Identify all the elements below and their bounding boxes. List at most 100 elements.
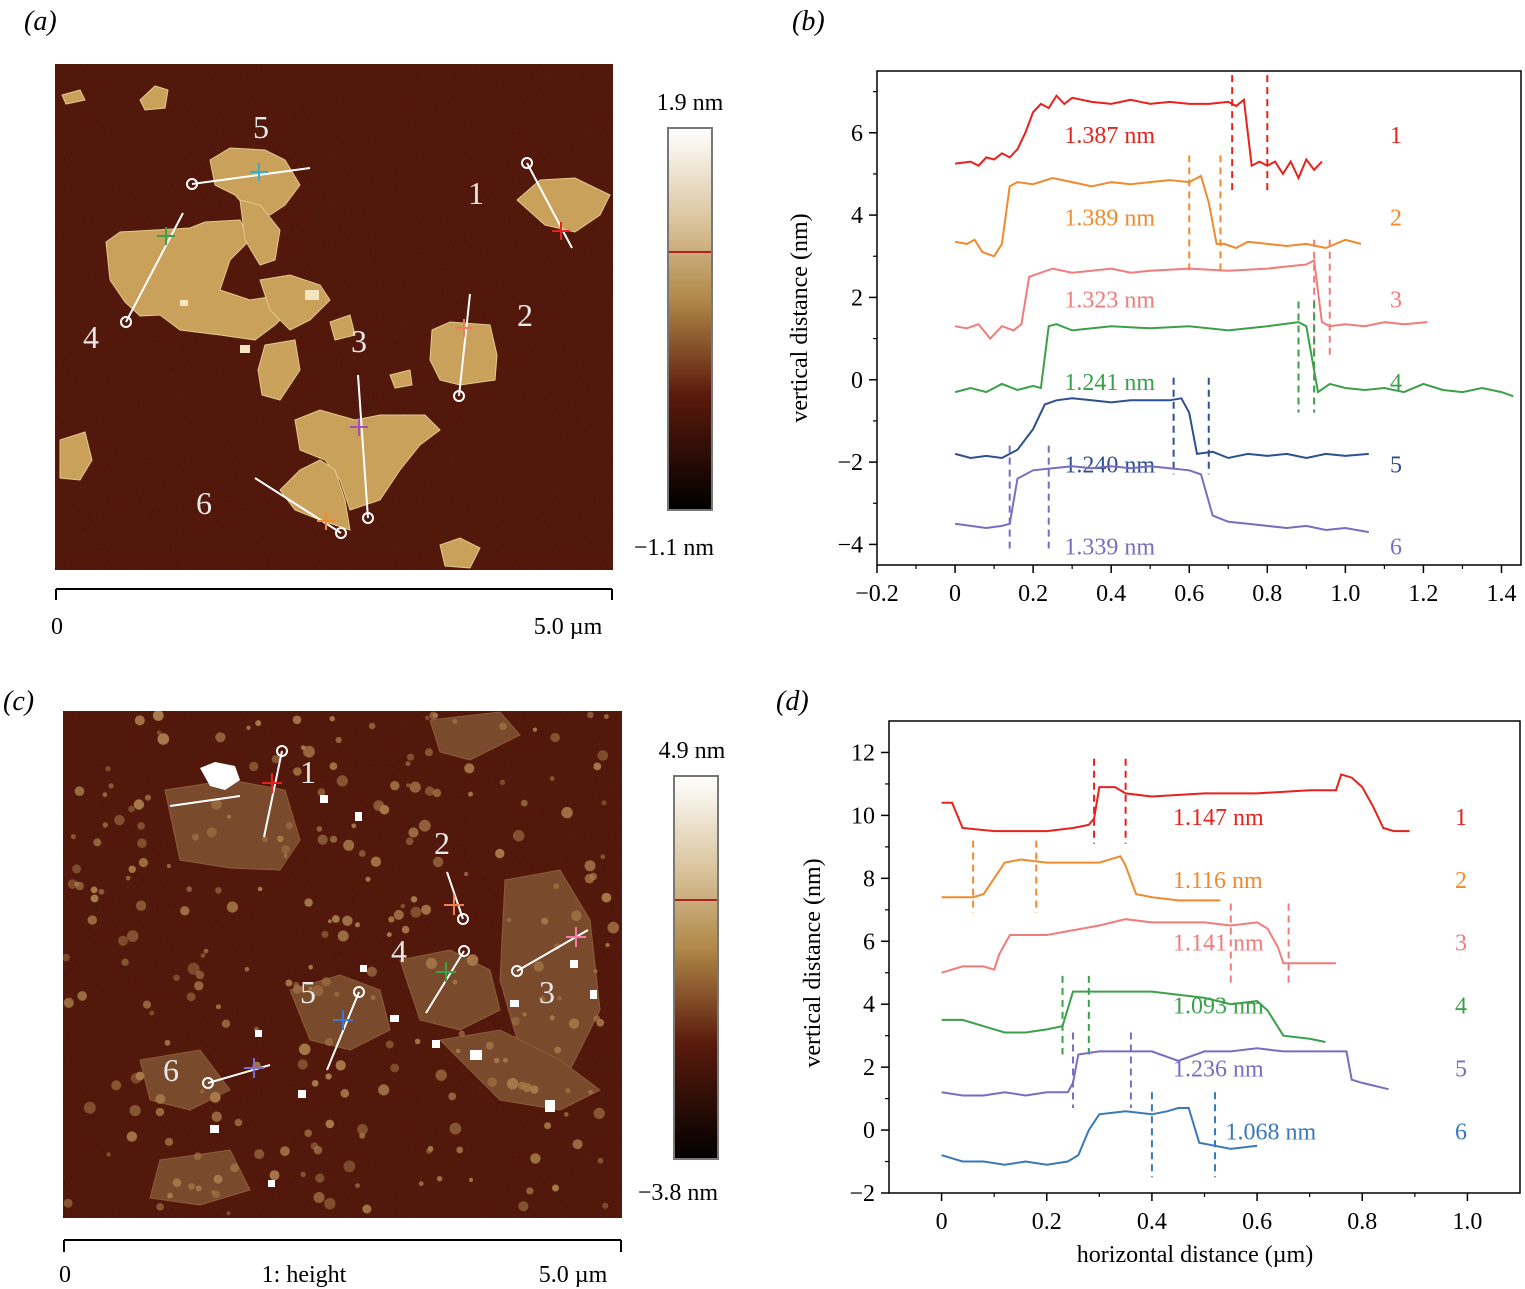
chart-b-series-name-6: 6: [1390, 535, 1402, 561]
scalebar-c-end: 5.0 µm: [539, 1262, 608, 1288]
chart-d-xtick-label: 1.0: [1452, 1209, 1482, 1235]
afm-image-a: 1 2 3 4 5 6: [55, 64, 613, 570]
chart-b-ticks: −0.2 0 0.2 0.4 0.6 0.8 1.0 1.2 1.4 −4 −2 0 2 4 6: [837, 90, 1516, 607]
scalebar-a-end: 5.0 µm: [534, 614, 603, 640]
chart-d-series-name-6: 6: [1455, 1120, 1467, 1146]
chart-b-xtick-label: 0: [949, 581, 961, 607]
chart-d-height-label-6: 1.068 nm: [1226, 1120, 1317, 1146]
chart-d-series-line-4: [941, 990, 1326, 1043]
chart-b-series-line-1: [954, 94, 1323, 181]
image-label-c-2: 2: [434, 825, 450, 861]
chart-b-xtick-label: 1.0: [1330, 581, 1360, 607]
colorbar-c-min: −3.8 nm: [638, 1180, 719, 1206]
chart-d-height-label-3: 1.141 nm: [1173, 931, 1264, 957]
afm-image-c: 1 2 3 4 5 6: [63, 711, 622, 1218]
chart-d-series-name-4: 4: [1455, 994, 1467, 1020]
scalebar-c-mid: 1: height: [262, 1262, 347, 1288]
image-label-a-2: 2: [517, 297, 533, 333]
chart-b-series-line-5: [954, 397, 1369, 460]
panel-label-a: (a): [24, 6, 57, 37]
chart-d-xtick-label: 0: [936, 1209, 948, 1235]
panel-c: (c): [3, 686, 726, 1288]
chart-d-ytick-label: 6: [863, 929, 875, 955]
chart-b-series-line-4: [954, 321, 1514, 398]
panel-b: (b) −0.2 0 0.2 0.4 0.6 0.8 1.0 1.2 1.4 −4 −2 0 2 4 6 1…: [787, 6, 1522, 607]
chart-b-series-line-3: [954, 258, 1428, 341]
colorbar-a-min: −1.1 nm: [634, 535, 715, 561]
chart-d-xtick-label: 0.4: [1137, 1209, 1167, 1235]
chart-b: −0.2 0 0.2 0.4 0.6 0.8 1.0 1.2 1.4 −4 −2 0 2 4 6 1.387…: [787, 70, 1522, 607]
chart-b-height-label-1: 1.387 nm: [1064, 123, 1155, 149]
chart-b-height-label-4: 1.241 nm: [1064, 370, 1155, 396]
colorbar-c-max: 4.9 nm: [659, 738, 726, 764]
image-label-a-3: 3: [351, 323, 367, 359]
chart-b-frame: [876, 70, 1522, 566]
chart-b-xtick-label: 0.6: [1174, 581, 1204, 607]
chart-d-series-line-2: [941, 855, 1221, 902]
image-label-a-4: 4: [83, 319, 99, 355]
chart-b-series-line-6: [954, 465, 1369, 534]
chart-d-height-label-2: 1.116 nm: [1173, 868, 1263, 894]
chart-d-ytick-label: 10: [851, 803, 875, 829]
chart-d-ytick-label: 2: [863, 1055, 875, 1081]
chart-d-series-name-5: 5: [1455, 1057, 1467, 1083]
chart-d-ytick-label: 8: [863, 866, 875, 892]
chart-d-series-line-1: [941, 773, 1410, 833]
chart-d-ytick-label: 4: [863, 992, 875, 1018]
chart-b-ytick-label: −2: [837, 450, 863, 476]
chart-d-series-line-6: [941, 1107, 1258, 1166]
panel-label-d: (d): [776, 686, 809, 717]
chart-b-series-name-5: 5: [1390, 452, 1402, 478]
panel-a: (a): [24, 6, 724, 640]
chart-d-series-name-1: 1: [1455, 805, 1467, 831]
chart-d-ytick-label: 0: [863, 1118, 875, 1144]
colorbar-c: 4.9 nm −3.8 nm: [638, 738, 726, 1206]
chart-d-ylabel: vertical distance (nm): [800, 858, 826, 1067]
chart-b-height-label-3: 1.323 nm: [1064, 288, 1155, 314]
chart-b-ytick-label: 4: [851, 203, 863, 229]
chart-b-ytick-label: 2: [851, 285, 863, 311]
chart-b-series-name-3: 3: [1390, 288, 1402, 314]
colorbar-a: 1.9 nm −1.1 nm: [634, 90, 724, 561]
colorbar-a-max: 1.9 nm: [657, 90, 724, 116]
image-label-c-3: 3: [539, 974, 555, 1010]
scalebar-a-start: 0: [51, 614, 63, 640]
image-label-c-1: 1: [300, 754, 316, 790]
chart-b-series-line-2: [954, 174, 1362, 258]
chart-d-xtick-label: 0.8: [1347, 1209, 1377, 1235]
chart-b-series-name-2: 2: [1390, 205, 1402, 231]
chart-b-series-name-4: 4: [1390, 370, 1402, 396]
image-label-a-1: 1: [468, 175, 484, 211]
chart-d-ytick-label: 12: [851, 740, 875, 766]
chart-d-ytick-label: −2: [849, 1181, 875, 1207]
scalebar-a: 0 5.0 µm: [51, 588, 613, 640]
chart-d-series-line-5: [941, 1047, 1389, 1097]
chart-d-height-label-1: 1.147 nm: [1173, 805, 1264, 831]
chart-b-height-label-6: 1.339 nm: [1064, 535, 1155, 561]
image-label-c-6: 6: [163, 1052, 179, 1088]
image-label-a-5: 5: [253, 109, 269, 145]
chart-b-ylabel: vertical distance (nm): [787, 213, 813, 422]
image-label-a-6: 6: [196, 485, 212, 521]
chart-b-xtick-label: −0.2: [855, 581, 899, 607]
panel-label-c: (c): [3, 686, 34, 717]
chart-b-ytick-label: 6: [851, 121, 863, 147]
chart-d-series-name-3: 3: [1455, 931, 1467, 957]
chart-d-height-label-4: 1.093 nm: [1173, 994, 1264, 1020]
chart-d-xlabel: horizontal distance (µm): [1077, 1242, 1313, 1268]
scalebar-c-start: 0: [59, 1262, 71, 1288]
chart-b-xtick-label: 0.2: [1018, 581, 1048, 607]
scalebar-c: 0 1: height 5.0 µm: [59, 1239, 622, 1288]
image-label-c-5: 5: [300, 974, 316, 1010]
image-label-c-4: 4: [391, 933, 407, 969]
chart-b-series-name-1: 1: [1390, 123, 1402, 149]
chart-d-series-line-3: [941, 918, 1336, 974]
chart-b-height-label-2: 1.389 nm: [1064, 205, 1155, 231]
chart-d-height-label-5: 1.236 nm: [1173, 1057, 1264, 1083]
chart-d-series-name-2: 2: [1455, 868, 1467, 894]
chart-d-series: 1.147 nm 1 1.116 nm 2 1.141 nm 3 1.093 nm 4 1.23…: [941, 758, 1467, 1178]
chart-d-frame: [888, 720, 1521, 1194]
